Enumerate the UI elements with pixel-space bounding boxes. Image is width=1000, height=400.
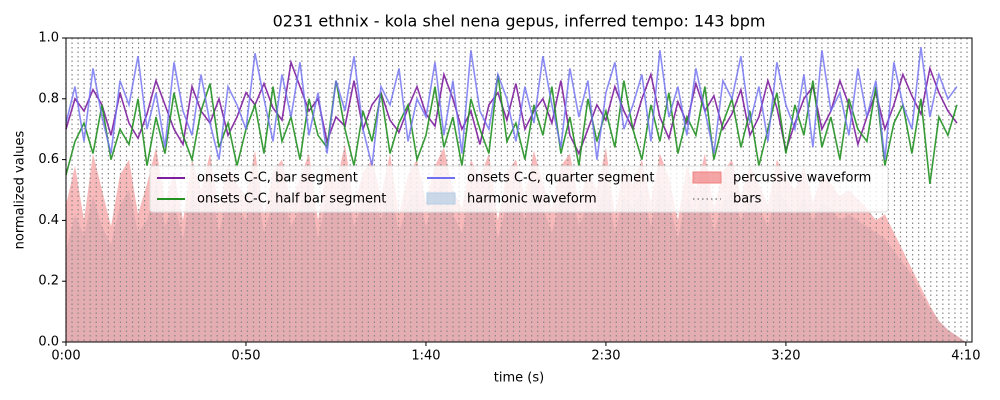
onset-line	[65, 59, 958, 156]
y-tick-label: 0.4	[38, 213, 59, 228]
legend-swatch	[426, 192, 456, 205]
waveform-area	[66, 144, 966, 342]
x-tick-label: 1:40	[411, 349, 440, 364]
y-axis-label: normalized values	[13, 130, 28, 249]
onset-line	[65, 46, 958, 166]
y-tick-label: 1.0	[38, 31, 59, 46]
legend-label: bars	[733, 192, 762, 207]
legend-label: onsets C-C, bar segment	[197, 171, 358, 186]
y-tick-label: 0.8	[38, 91, 59, 106]
plot-frame	[65, 37, 973, 343]
legend-label: percussive waveform	[733, 171, 871, 186]
y-tick-label: 0.6	[38, 152, 59, 167]
x-tick-label: 0:50	[231, 349, 260, 364]
x-axis-label: time (s)	[494, 371, 544, 386]
y-tick-label: 0.2	[38, 274, 59, 289]
chart-title: 0231 ethnix - kola shel nena gepus, infe…	[273, 12, 766, 31]
y-tick-label: 0.0	[38, 335, 59, 350]
x-tick-label: 0:00	[51, 349, 80, 364]
legend-label: onsets C-C, half bar segment	[197, 192, 386, 207]
legend-label: harmonic waveform	[467, 192, 597, 207]
x-tick-label: 2:30	[591, 349, 620, 364]
legend-label: onsets C-C, quarter segment	[467, 171, 654, 186]
legend-swatch	[692, 171, 722, 184]
x-tick-label: 3:20	[771, 349, 800, 364]
x-tick-label: 4:10	[951, 349, 980, 364]
